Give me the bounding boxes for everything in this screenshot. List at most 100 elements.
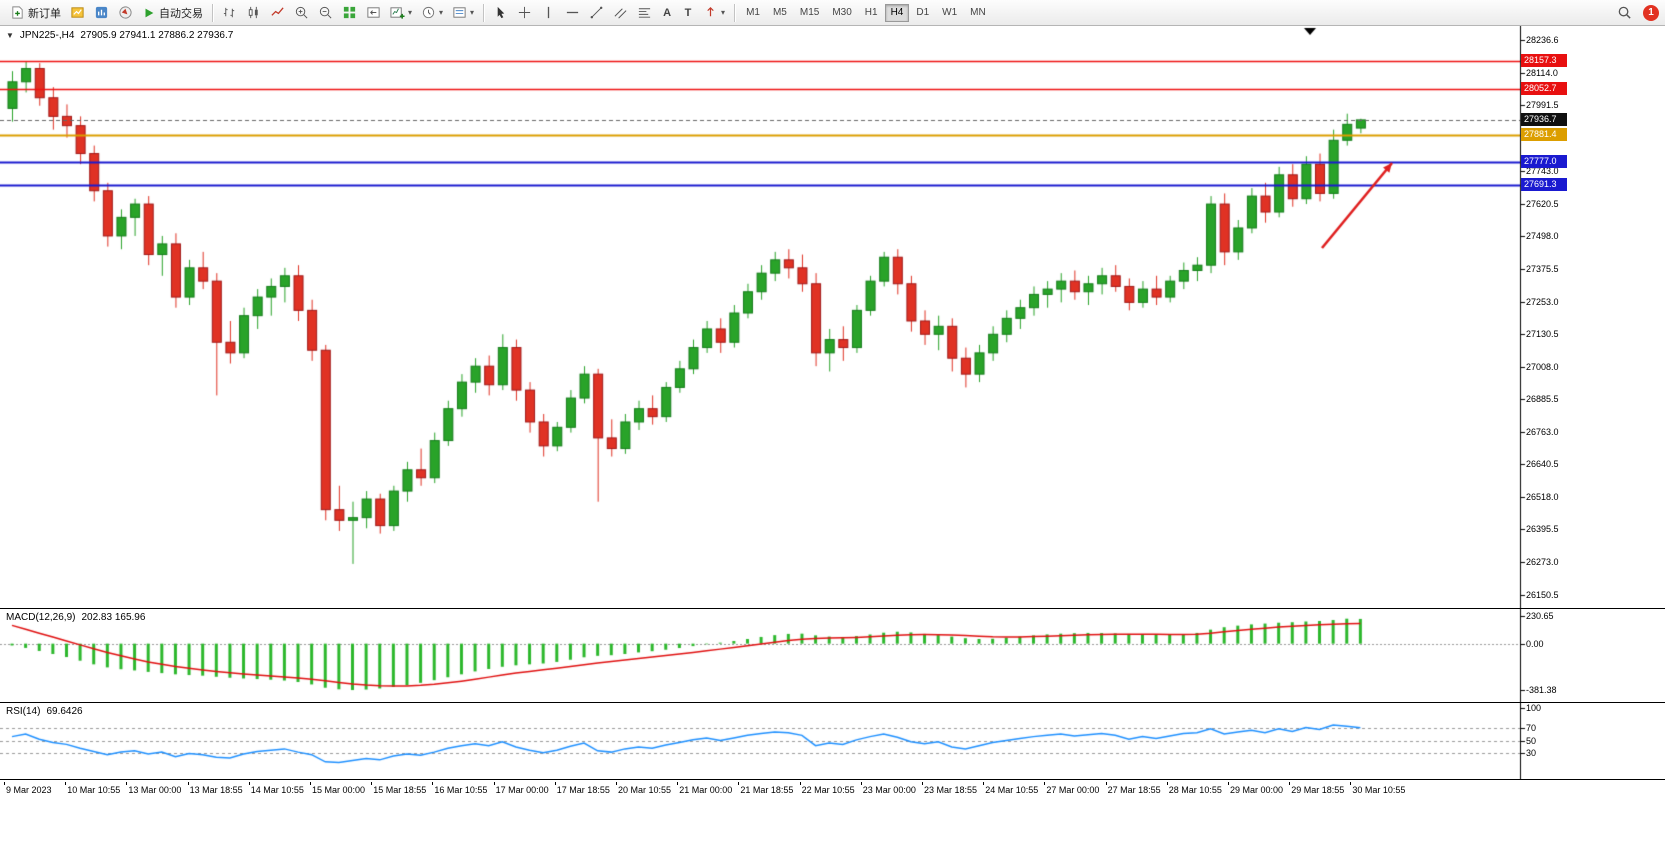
templates-icon <box>453 7 466 18</box>
time-axis-label: 27 Mar 18:55 <box>1105 782 1161 795</box>
zoom-out-button[interactable] <box>314 3 337 23</box>
bar-chart-icon <box>223 7 235 18</box>
timeframe-button-d1[interactable]: D1 <box>910 4 935 22</box>
time-axis-label: 14 Mar 10:55 <box>248 782 304 795</box>
time-axis-label: 23 Mar 00:00 <box>860 782 916 795</box>
price-tick-label: 26640.5 <box>1526 459 1559 470</box>
price-tick-label: 27743.0 <box>1526 166 1559 177</box>
templates-button[interactable]: ▾ <box>448 3 478 23</box>
zoom-in-button[interactable] <box>290 3 313 23</box>
navigator-button[interactable] <box>114 3 137 23</box>
price-tick-label: 27008.0 <box>1526 361 1559 372</box>
rsi-indicator-label: RSI(14) <box>6 706 41 717</box>
crosshair-icon <box>518 6 531 19</box>
trendline-button[interactable] <box>585 3 608 23</box>
timeframe-button-h4[interactable]: H4 <box>884 3 910 22</box>
equidistant-channel-button[interactable] <box>609 3 632 23</box>
chart-shift-button[interactable] <box>362 3 385 23</box>
crosshair-button[interactable] <box>513 3 536 23</box>
chart-collapse-icon[interactable]: ▼ <box>6 31 14 40</box>
auto-scroll-button[interactable] <box>338 3 361 23</box>
line-chart-button[interactable] <box>266 3 289 23</box>
time-axis-label: 29 Mar 18:55 <box>1289 782 1345 795</box>
charts-icon <box>71 7 84 18</box>
fibonacci-icon <box>638 8 651 18</box>
panel-separator <box>0 608 1665 609</box>
text-tool-button[interactable]: A <box>657 3 677 23</box>
candlestick-chart-button[interactable] <box>242 3 265 23</box>
macd-canvas[interactable] <box>0 608 1665 702</box>
charts-button[interactable] <box>66 3 89 23</box>
price-tick-label: 26763.0 <box>1526 426 1559 437</box>
text-label-tool-button[interactable]: T <box>678 3 698 23</box>
timeframe-button-m1[interactable]: M1 <box>740 4 766 22</box>
indicators-icon <box>390 7 405 19</box>
price-tick-label: 28114.0 <box>1526 67 1558 78</box>
price-line-badge: 28157.3 <box>1521 54 1567 68</box>
bar-chart-button[interactable] <box>218 3 241 23</box>
time-axis-label: 29 Mar 00:00 <box>1228 782 1284 795</box>
trendline-icon <box>590 6 603 19</box>
indicators-button[interactable]: ▾ <box>386 3 416 23</box>
price-line-badge: 28052.7 <box>1521 82 1567 96</box>
macd-indicator-label: MACD(12,26,9) <box>6 612 76 623</box>
arrows-tool-button[interactable]: ▾ <box>699 3 729 23</box>
chevron-down-icon: ▾ <box>721 7 726 17</box>
price-tick-label: 26150.5 <box>1526 589 1559 600</box>
search-icon <box>1618 6 1631 19</box>
panel-separator <box>0 702 1665 703</box>
macd-values: 202.83 165.96 <box>81 612 146 623</box>
timeframes-toolbar: M1 M5 M15 M30 H1 H4 D1 W1 MN <box>740 3 992 22</box>
cursor-button[interactable] <box>489 3 512 23</box>
auto-trading-button[interactable]: 自动交易 <box>138 3 207 23</box>
timeframe-button-h1[interactable]: H1 <box>859 4 884 22</box>
price-tick-label: 26518.0 <box>1526 491 1559 502</box>
time-axis-label: 10 Mar 10:55 <box>65 782 121 795</box>
time-axis[interactable]: 9 Mar 2023 10 Mar 10:55 13 Mar 00:00 13 Mar… <box>0 779 1665 800</box>
time-axis-label: 17 Mar 00:00 <box>493 782 549 795</box>
vertical-line-button[interactable] <box>537 3 560 23</box>
timeframe-button-m30[interactable]: M30 <box>826 4 857 22</box>
timeframe-button-mn[interactable]: MN <box>964 4 992 22</box>
timeframe-button-m15[interactable]: M15 <box>794 4 825 22</box>
zoom-out-icon <box>319 6 332 19</box>
market-watch-icon <box>95 6 108 19</box>
time-axis-label: 30 Mar 10:55 <box>1350 782 1406 795</box>
vertical-line-icon <box>547 6 550 19</box>
periods-button[interactable]: ▾ <box>417 3 447 23</box>
main-chart-canvas[interactable] <box>0 26 1665 608</box>
price-line-badge: 27691.3 <box>1521 178 1567 192</box>
new-order-icon <box>12 6 23 19</box>
timeframe-button-m5[interactable]: M5 <box>767 4 793 22</box>
horizontal-line-button[interactable] <box>561 3 584 23</box>
chart-symbol-label: JPN225-,H4 <box>19 30 75 41</box>
equidistant-channel-icon <box>614 8 627 19</box>
market-watch-button[interactable] <box>90 3 113 23</box>
new-order-button[interactable]: 新订单 <box>6 3 65 23</box>
time-axis-label: 28 Mar 10:55 <box>1166 782 1222 795</box>
price-line-badge: 27881.4 <box>1521 127 1567 141</box>
main-toolbar: 新订单 自动交易 ▾ ▾ ▾ <box>0 0 1665 26</box>
chevron-down-icon: ▾ <box>439 7 444 17</box>
price-tick-label: 27991.5 <box>1526 100 1559 111</box>
chart-shift-icon <box>367 7 380 18</box>
auto-trading-label: 自动交易 <box>159 7 203 20</box>
chevron-down-icon: ▾ <box>408 7 413 17</box>
price-axis[interactable]: 28236.6 28114.0 27991.5 27743.0 27620.5 27498… <box>1520 26 1665 779</box>
rsi-tick-label: 70 <box>1526 722 1537 733</box>
price-line-badge: 27777.0 <box>1521 155 1567 169</box>
zoom-in-icon <box>295 6 308 19</box>
chart-header: ▼ JPN225-,H4 27905.9 27941.1 27886.2 279… <box>6 30 233 41</box>
rsi-value: 69.6426 <box>46 706 83 717</box>
search-button[interactable] <box>1613 3 1636 23</box>
time-axis-label: 13 Mar 18:55 <box>187 782 243 795</box>
notification-badge[interactable]: 1 <box>1643 4 1659 21</box>
price-tick-label: 27375.5 <box>1526 264 1559 275</box>
timeframe-button-w1[interactable]: W1 <box>936 4 963 22</box>
auto-scroll-icon <box>343 6 356 19</box>
price-tick-label: 27498.0 <box>1526 231 1559 242</box>
time-axis-label: 20 Mar 10:55 <box>616 782 672 795</box>
rsi-canvas[interactable] <box>0 702 1665 779</box>
clock-icon <box>422 6 435 19</box>
fibonacci-button[interactable] <box>633 3 656 23</box>
